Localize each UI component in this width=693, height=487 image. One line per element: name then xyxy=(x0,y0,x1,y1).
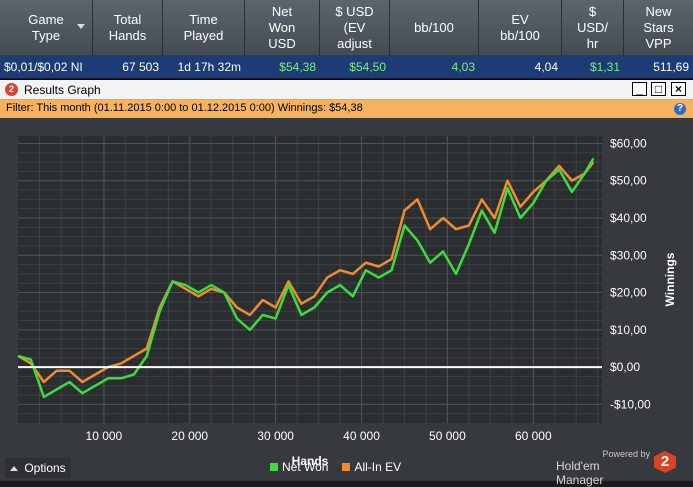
cell-game-type: $0,01/$0,02 NI xyxy=(4,59,83,74)
help-icon[interactable]: ? xyxy=(674,103,686,115)
cell-bb-100: 4,03 xyxy=(451,59,475,74)
col-header-label: bb/100 xyxy=(414,19,454,35)
col-total-hands[interactable]: Total Hands xyxy=(93,0,163,55)
brand-name: Hold'em Manager xyxy=(556,459,604,487)
col-header-label: New Stars VPP xyxy=(643,3,674,51)
caret-up-icon xyxy=(10,465,19,471)
col-ev-adjusted[interactable]: $ USD (EV adjust xyxy=(320,0,390,55)
x-axis-title: Hands xyxy=(292,454,329,468)
chart-legend: Net Won All-In EV xyxy=(270,460,401,474)
app-logo-icon: 2 xyxy=(5,83,18,96)
results-graph-window: 2 Results Graph _ □ × Filter: This month… xyxy=(0,79,693,481)
window-titlebar[interactable]: 2 Results Graph _ □ × xyxy=(0,80,693,100)
cell-ev-adjusted: $54,50 xyxy=(349,59,386,74)
col-header-label: Net Won USD xyxy=(268,3,296,51)
y-tick-label: $30,00 xyxy=(610,248,647,262)
legend-label: Net Won xyxy=(282,460,329,474)
cell-net-won: $54,38 xyxy=(279,59,316,74)
sort-arrow-icon[interactable] xyxy=(77,24,85,29)
y-tick-label: -$10,00 xyxy=(610,397,651,411)
cell-stars-vpp: 511,69 xyxy=(653,59,689,74)
x-tick-label: 20 000 xyxy=(171,429,208,443)
x-tick-label: 60 000 xyxy=(515,429,552,443)
col-net-won[interactable]: Net Won USD xyxy=(245,0,320,55)
allin-ev-series-line xyxy=(17,161,595,384)
y-tick-label: $60,00 xyxy=(610,136,647,150)
legend-item-allin-ev: All-In EV xyxy=(342,460,401,474)
col-header-label: Time Played xyxy=(183,11,224,43)
plot-area xyxy=(18,136,602,423)
x-tick-label: 30 000 xyxy=(257,429,294,443)
net-won-series-line xyxy=(17,157,595,399)
col-game-type[interactable]: Game Type xyxy=(0,0,93,55)
cell-usd-hr: $1,31 xyxy=(589,59,620,74)
col-header-label: $ USD (EV adjust xyxy=(335,3,374,51)
minimize-button[interactable]: _ xyxy=(632,82,647,96)
col-header-label: $ USD/ hr xyxy=(576,3,609,51)
x-tick-label: 40 000 xyxy=(343,429,380,443)
col-header-label: EV bb/100 xyxy=(500,11,540,43)
col-time-played[interactable]: Time Played xyxy=(163,0,245,55)
legend-swatch xyxy=(342,463,351,471)
table-row[interactable]: $0,01/$0,02 NI 67 503 1d 17h 32m $54,38 … xyxy=(0,55,693,79)
y-tick-label: $50,00 xyxy=(610,174,647,188)
x-tick-label: 10 000 xyxy=(86,429,123,443)
legend-swatch xyxy=(270,463,278,471)
y-tick-label: $20,00 xyxy=(610,286,647,300)
filter-text: Filter: This month (01.11.2015 0:00 to 0… xyxy=(6,102,363,114)
results-chart: 10 000 20 000 30 000 40 000 50 000 60 000 -$10… xyxy=(17,136,677,468)
brand-logo-icon: 2 xyxy=(654,451,676,473)
close-button[interactable]: × xyxy=(671,82,686,96)
col-header-label: Total Hands xyxy=(108,11,147,43)
filter-bar: Filter: This month (01.11.2015 0:00 to 0… xyxy=(0,100,693,118)
cell-total-hands: 67 503 xyxy=(122,59,159,74)
legend-item-net-won: Net Won xyxy=(270,460,328,474)
col-header-label: Game Type xyxy=(28,11,64,43)
x-tick-label: 50 000 xyxy=(429,429,466,443)
legend-label: All-In EV xyxy=(354,460,402,474)
maximize-button[interactable]: □ xyxy=(651,82,666,96)
branding: Powered by Hold'em Manager 2 xyxy=(556,448,688,487)
options-label: Options xyxy=(24,461,66,475)
y-tick-label: $40,00 xyxy=(610,211,647,225)
cell-time-played: 1d 17h 32m xyxy=(177,59,241,74)
y-tick-label: $10,00 xyxy=(610,323,647,337)
y-tick-label: $0,00 xyxy=(610,360,640,374)
options-button[interactable]: Options xyxy=(5,458,71,478)
cell-ev-bb-100: 4,04 xyxy=(534,59,558,74)
col-bb-100[interactable]: bb/100 xyxy=(390,0,479,55)
window-title: Results Graph xyxy=(24,83,101,97)
col-usd-hr[interactable]: $ USD/ hr xyxy=(562,0,624,55)
y-axis-title: Winnings xyxy=(663,252,677,306)
col-stars-vpp[interactable]: New Stars VPP xyxy=(624,0,693,55)
powered-by-text: Powered by xyxy=(602,449,650,459)
col-ev-bb-100[interactable]: EV bb/100 xyxy=(479,0,562,55)
stats-table-header: Game Type Total Hands Time Played Net Wo… xyxy=(0,0,693,55)
